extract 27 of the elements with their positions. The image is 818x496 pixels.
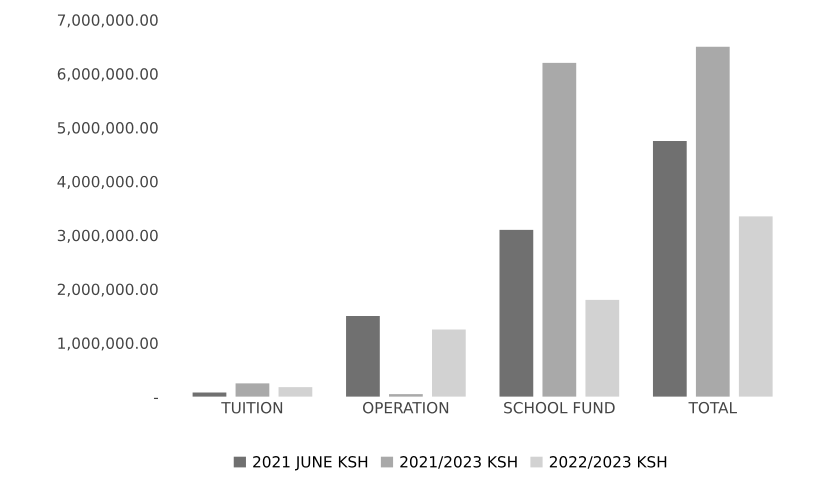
y-tick-label: - bbox=[154, 398, 158, 400]
y-tick-label: 1,000,000.00 bbox=[58, 337, 158, 351]
bar bbox=[500, 230, 534, 397]
bar bbox=[236, 383, 270, 397]
x-tick-label: OPERATION bbox=[363, 402, 448, 414]
bar bbox=[346, 316, 380, 397]
x-tick-label: TUITION bbox=[221, 402, 282, 414]
y-tick-label: 7,000,000.00 bbox=[58, 14, 158, 28]
bar bbox=[738, 216, 773, 397]
bar bbox=[432, 329, 466, 397]
y-tick-label: 2,000,000.00 bbox=[58, 284, 158, 297]
bar bbox=[278, 387, 312, 397]
x-tick-label: SCHOOL FUND bbox=[504, 402, 615, 414]
bar bbox=[389, 394, 423, 397]
bar bbox=[652, 141, 687, 397]
y-tick-label: 3,000,000.00 bbox=[58, 230, 158, 243]
y-tick-label: 6,000,000.00 bbox=[58, 68, 158, 82]
legend-label: 2021/2023 KSH bbox=[400, 456, 517, 469]
bar bbox=[696, 46, 730, 397]
y-tick-label: 5,000,000.00 bbox=[58, 122, 158, 136]
legend-label: 2022/2023 KSH bbox=[550, 456, 666, 469]
bar bbox=[585, 300, 620, 397]
bar bbox=[192, 392, 226, 397]
y-tick-label: 4,000,000.00 bbox=[57, 176, 158, 189]
bar bbox=[542, 62, 576, 397]
legend-label: 2021 JUNE KSH bbox=[253, 456, 368, 470]
x-tick-label: TOTAL bbox=[688, 402, 737, 414]
